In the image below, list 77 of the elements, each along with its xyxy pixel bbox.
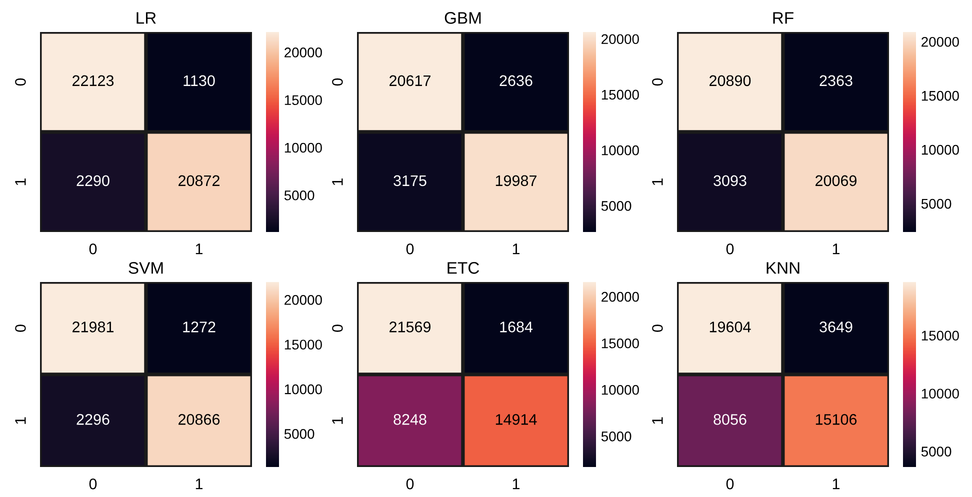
color-bar-label: 20000: [284, 48, 322, 58]
data-label: 1684: [500, 322, 533, 332]
chart-title: GBM: [444, 12, 481, 24]
color-bar-label: 20000: [284, 295, 322, 305]
data-label: 14914: [496, 414, 537, 425]
y-tick-label: 1: [652, 417, 663, 424]
data-label: 20617: [390, 75, 430, 86]
data-label: 20890: [710, 75, 751, 86]
data-label: 2636: [500, 75, 532, 86]
x-tick-label: 1: [512, 244, 520, 254]
x-tick-label: 0: [406, 244, 414, 254]
x-tick-label: 0: [406, 478, 414, 490]
x-tick-label: 1: [832, 478, 840, 490]
x-tick-label: 1: [832, 244, 840, 254]
data-label: 1272: [183, 322, 216, 332]
chart-title: KNN: [766, 262, 800, 274]
x-tick-label: 1: [196, 478, 203, 490]
data-label: 15106: [816, 414, 857, 425]
color-bar-label: 10000: [284, 142, 322, 153]
y-tick-label: 1: [332, 417, 343, 424]
color-bar-label: 5000: [921, 446, 952, 457]
color-bar-label: 5000: [284, 429, 314, 439]
color-bar-label: 5000: [921, 198, 952, 209]
x-tick-label: 0: [89, 244, 97, 254]
data-label: 20866: [178, 414, 220, 425]
y-tick-label: 0: [652, 78, 663, 86]
x-tick-label: 1: [196, 244, 203, 254]
color-bar-label: 10000: [922, 144, 959, 155]
data-label: 22123: [72, 75, 114, 86]
color-bar-label: 5000: [601, 431, 632, 442]
y-tick-label: 0: [652, 324, 663, 332]
y-tick-label: 0: [15, 324, 26, 332]
data-label: 20872: [178, 175, 220, 186]
color-bar-label: 15000: [602, 90, 639, 100]
x-tick-label: 0: [89, 478, 97, 490]
data-label: 3175: [394, 175, 426, 186]
data-label: 19987: [496, 175, 536, 186]
color-bar-label: 10000: [922, 388, 959, 399]
data-label: 20069: [816, 175, 857, 186]
data-label: 8056: [714, 414, 746, 425]
data-label: 3649: [820, 322, 852, 332]
color-bar-label: 20000: [922, 36, 959, 47]
color-bar-label: 20000: [602, 34, 639, 44]
color-bar-label: 15000: [284, 95, 322, 106]
x-tick-label: 0: [726, 244, 734, 254]
data-label: 21981: [72, 322, 114, 332]
y-tick-label: 0: [15, 78, 26, 86]
y-tick-label: 0: [332, 324, 343, 332]
chart-title: ETC: [448, 262, 480, 274]
color-bar-label: 10000: [602, 145, 639, 156]
data-label: 19604: [710, 322, 751, 332]
y-tick-label: 1: [652, 178, 663, 186]
y-tick-label: 0: [332, 78, 343, 86]
color-bar-label: 10000: [602, 384, 639, 395]
y-tick-label: 1: [15, 178, 26, 186]
color-bar-label: 15000: [602, 338, 639, 348]
color-bar-label: 5000: [601, 201, 632, 211]
data-label: 1130: [184, 75, 215, 86]
y-tick-label: 1: [332, 178, 343, 186]
color-bar-label: 10000: [284, 384, 322, 394]
data-label: 2363: [820, 75, 852, 86]
data-label: 8248: [394, 414, 426, 425]
data-label: 2290: [76, 175, 110, 186]
chart-title: SVM: [128, 262, 163, 274]
data-label: 21569: [390, 322, 431, 332]
color-bar-label: 20000: [602, 292, 639, 302]
data-label: 3093: [714, 175, 746, 186]
color-bar-label: 15000: [284, 340, 322, 350]
chart-title: LR: [136, 12, 156, 24]
color-bar-label: 15000: [922, 90, 959, 101]
color-bar-label: 5000: [284, 190, 314, 200]
color-bar-label: 15000: [922, 330, 959, 341]
x-tick-label: 0: [726, 478, 734, 490]
data-label: 2296: [76, 414, 110, 425]
chart-title: RF: [773, 12, 794, 24]
y-tick-label: 1: [15, 417, 26, 424]
x-tick-label: 1: [512, 478, 520, 490]
